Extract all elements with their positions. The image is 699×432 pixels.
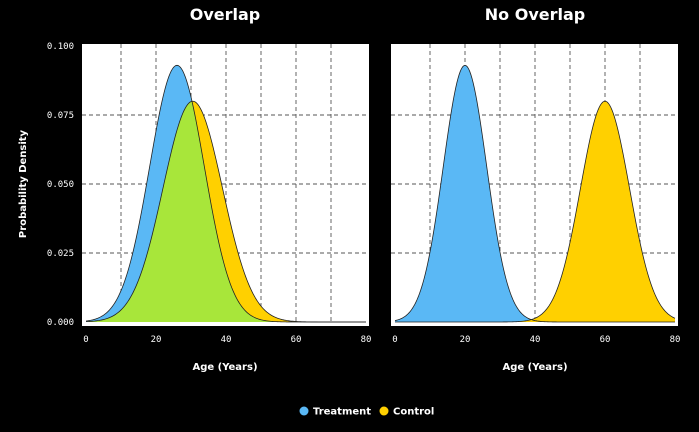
- legend-label-treatment: Treatment: [313, 407, 371, 418]
- overlap-x-axis-label: Age (Years): [192, 362, 257, 373]
- overlap-y-tick-label: 0.100: [47, 42, 74, 52]
- legend: Treatment Control: [299, 406, 434, 418]
- legend-marker-treatment: [299, 406, 309, 416]
- overlap-y-tick-label: 0.000: [47, 318, 74, 328]
- overlap-x-tick-label: 20: [151, 335, 162, 345]
- no-overlap-x-tick-label: 60: [600, 335, 611, 345]
- legend-marker-control: [379, 406, 389, 416]
- overlap-x-tick-label: 80: [361, 335, 372, 345]
- overlap-control-curve: [85, 100, 366, 323]
- no-overlap-control-area: [395, 101, 675, 322]
- overlap-y-tick-label: 0.050: [47, 180, 74, 190]
- overlap-y-tick-label: 0.025: [47, 249, 74, 259]
- no-overlap-x-tick-label: 0: [392, 335, 397, 345]
- no-overlap-x-tick-label: 40: [530, 335, 541, 345]
- no-overlap-x-tick-label: 80: [670, 335, 681, 345]
- no-overlap-chart-title: No Overlap: [485, 5, 585, 24]
- no-overlap-treatment-area: [395, 65, 675, 322]
- no-overlap-control-curve: [395, 100, 676, 323]
- overlap-chart-title: Overlap: [190, 5, 261, 24]
- no-overlap-x-axis-label: Age (Years): [502, 362, 567, 373]
- overlap-y-axis-label: Probability Density: [18, 129, 29, 238]
- overlap-x-tick-label: 0: [83, 335, 88, 345]
- no-overlap-x-tick-label: 20: [460, 335, 471, 345]
- no-overlap-treatment-curve: [394, 64, 675, 323]
- legend-label-control: Control: [393, 407, 434, 418]
- overlap-overlap-area: [86, 101, 366, 322]
- overlap-x-tick-label: 60: [291, 335, 302, 345]
- overlap-y-tick-label: 0.075: [47, 111, 74, 121]
- overlap-x-tick-label: 40: [221, 335, 232, 345]
